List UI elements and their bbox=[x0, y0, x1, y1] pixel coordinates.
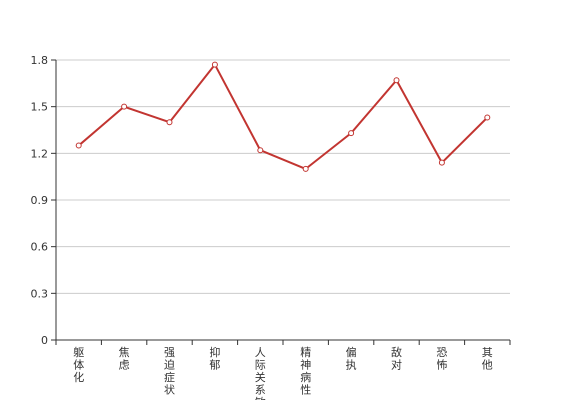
y-tick-label: 0.3 bbox=[31, 287, 49, 300]
data-point[interactable] bbox=[166, 119, 173, 126]
x-tick-label: 偏执 bbox=[346, 345, 357, 372]
y-tick-label: 0 bbox=[41, 334, 48, 347]
x-tick-label: 恐怖 bbox=[436, 346, 447, 372]
data-point[interactable] bbox=[257, 147, 264, 154]
x-tick-label: 精神病性 bbox=[300, 346, 311, 397]
data-point[interactable] bbox=[302, 165, 309, 172]
x-tick-label: 强迫症状 bbox=[164, 346, 175, 397]
data-point[interactable] bbox=[75, 142, 82, 149]
y-tick-label: 1.8 bbox=[31, 54, 49, 67]
y-tick-label: 1.2 bbox=[31, 147, 49, 160]
data-point[interactable] bbox=[211, 61, 218, 68]
y-tick-label: 1.5 bbox=[31, 101, 49, 114]
x-tick-label: 焦虑 bbox=[119, 346, 130, 372]
series-line bbox=[78, 63, 489, 170]
y-axis-tick-labels: 0 0.3 0.6 0.9 1.2 1.5 1.8 bbox=[31, 54, 49, 347]
x-tick-label: 人际关系敏 bbox=[255, 346, 266, 400]
data-point[interactable] bbox=[348, 130, 355, 137]
grid-lines bbox=[56, 59, 510, 294]
x-axis-tick-labels: 躯体化 焦虑 强迫症状 抑郁 人际关系敏 精神病性 偏执 敌对 恐怖 其他 bbox=[73, 345, 493, 404]
axes bbox=[51, 59, 511, 345]
series bbox=[75, 61, 491, 172]
data-point[interactable] bbox=[484, 114, 491, 121]
data-point[interactable] bbox=[438, 159, 445, 166]
x-tick-label: 敌对 bbox=[391, 345, 402, 372]
y-tick-label: 0.6 bbox=[31, 241, 49, 254]
x-tick-label: 躯体化 bbox=[73, 346, 84, 384]
y-tick-label: 0.9 bbox=[31, 194, 49, 207]
x-tick-label: 其他 bbox=[482, 346, 493, 372]
x-tick-label: 抑郁 bbox=[209, 345, 220, 372]
data-point[interactable] bbox=[393, 77, 400, 84]
data-point[interactable] bbox=[121, 103, 128, 110]
